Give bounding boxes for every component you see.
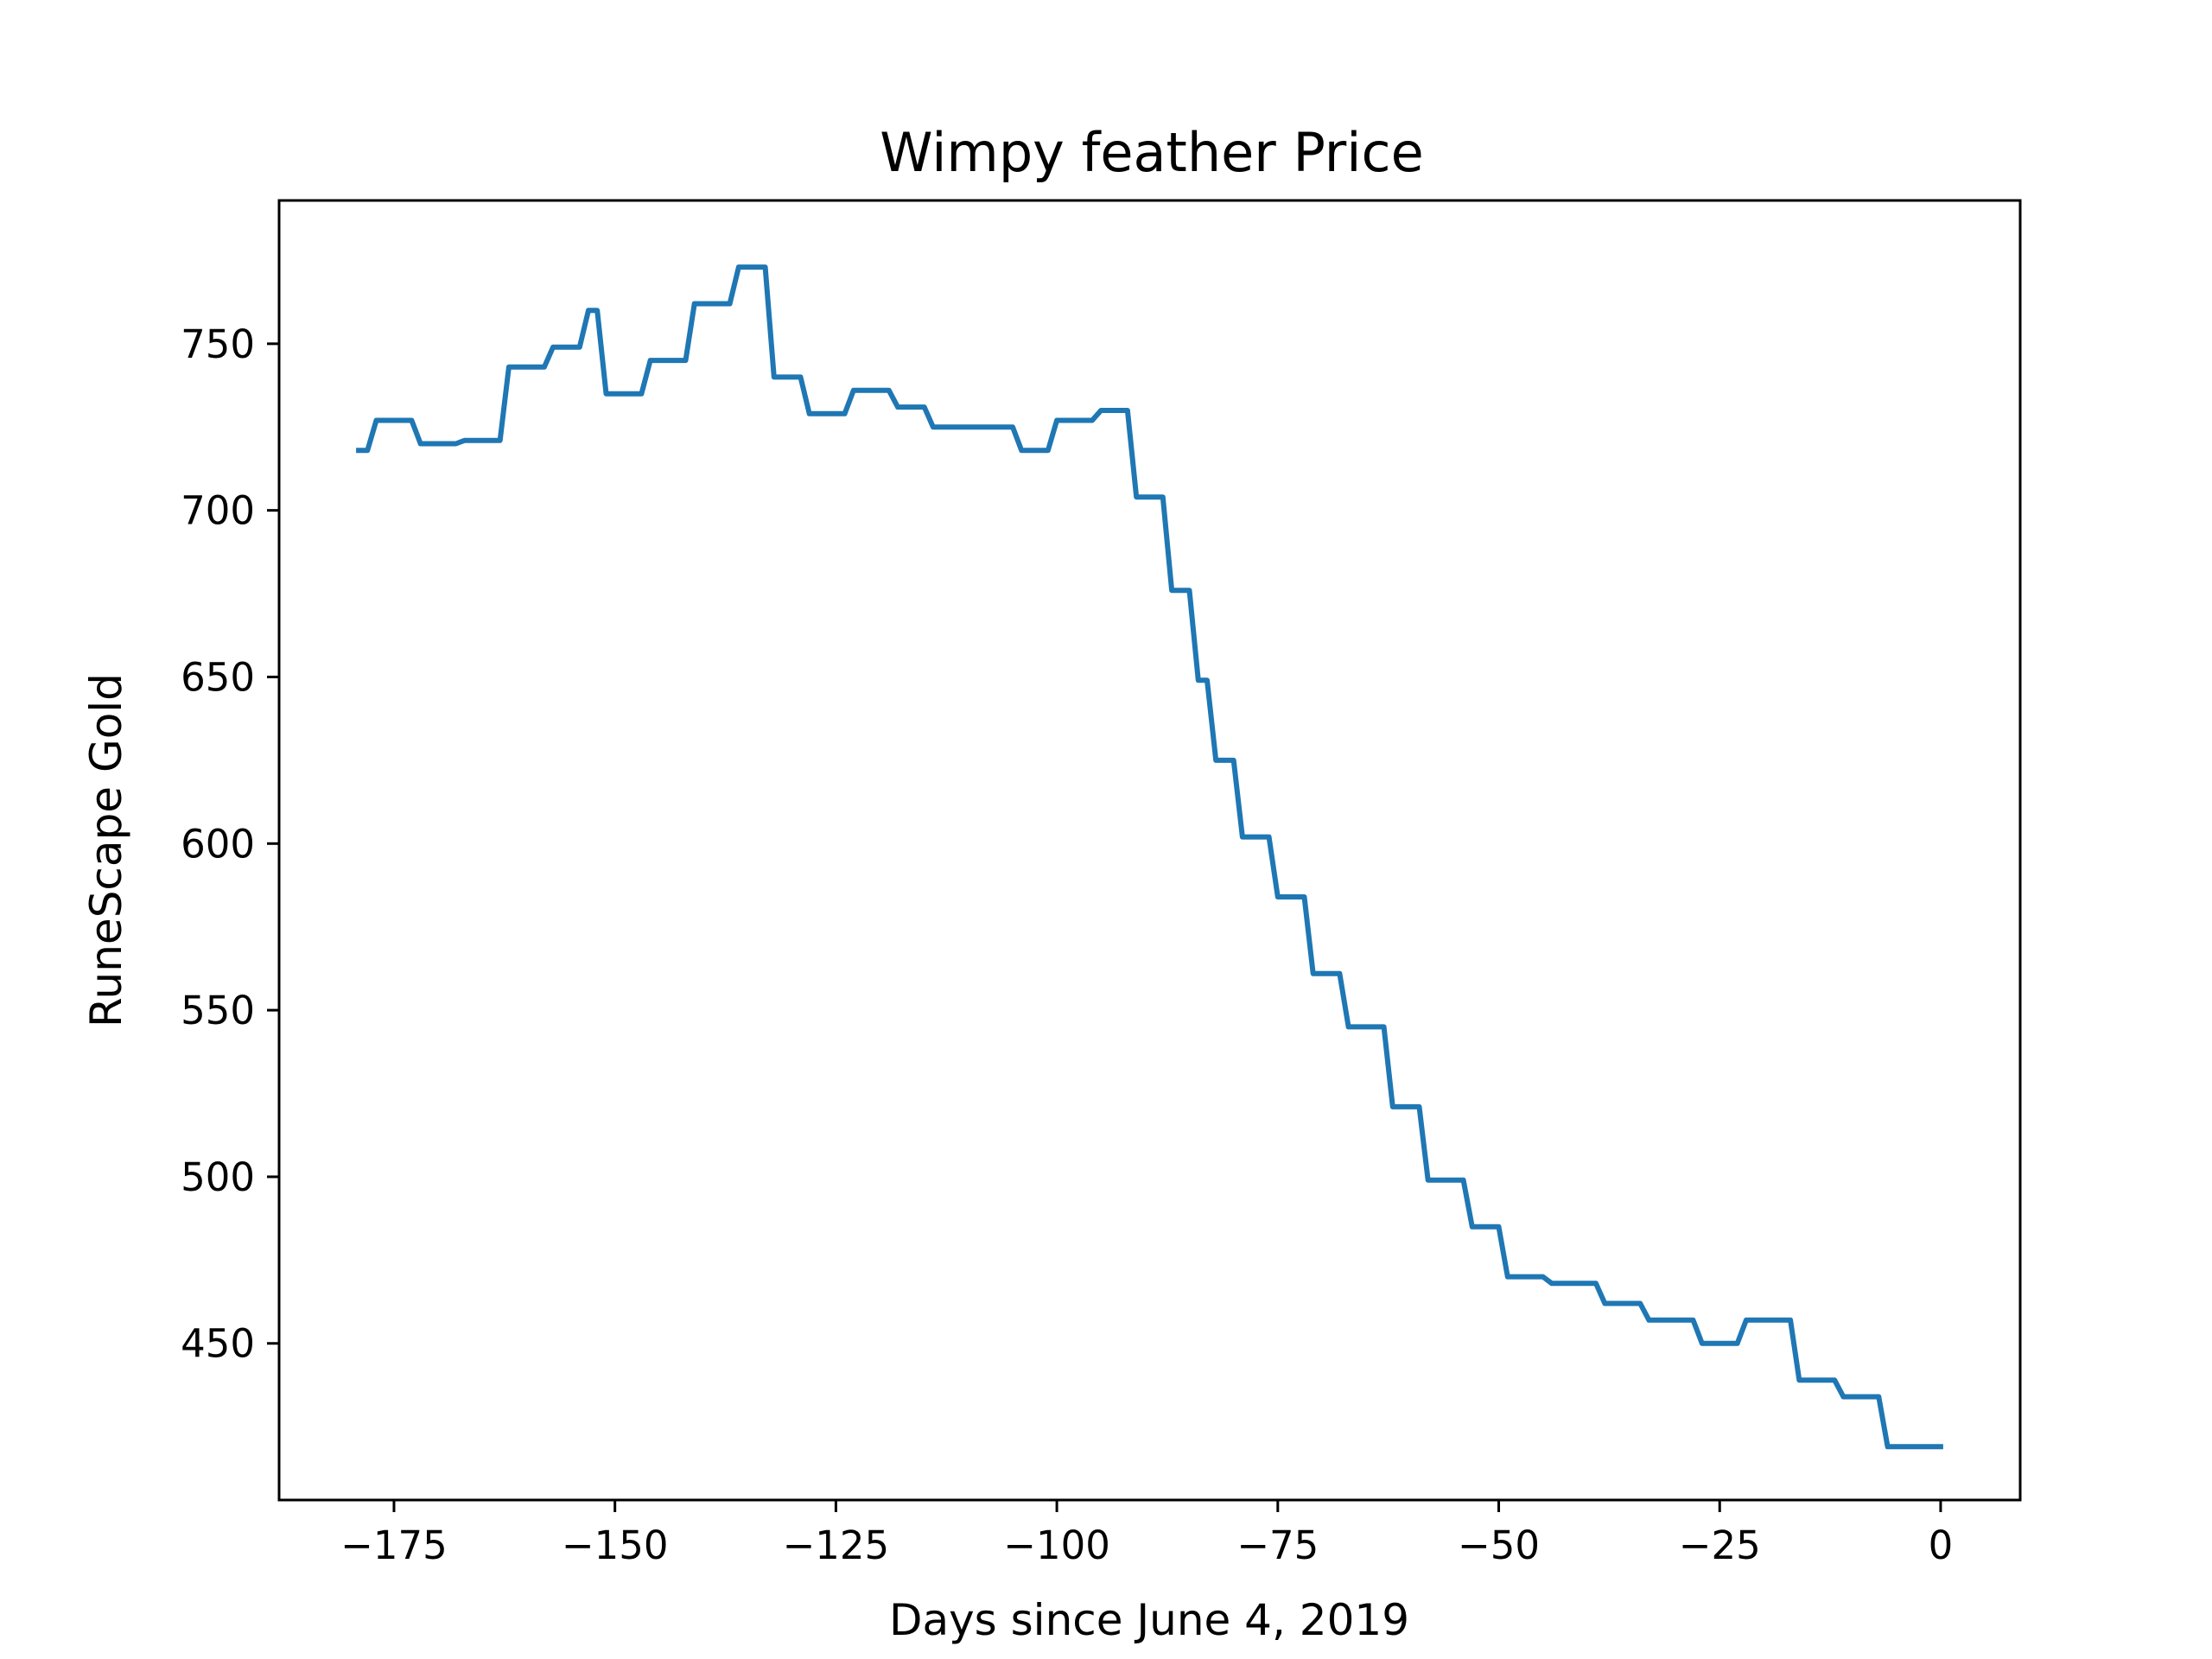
x-tick-label: −150 xyxy=(562,1522,669,1568)
y-tick-label: 550 xyxy=(181,988,255,1033)
x-axis-ticks: −175 −150 −125 −100 −75 −50 −25 0 xyxy=(340,1500,1953,1568)
y-tick-label: 700 xyxy=(181,488,255,534)
plot-area xyxy=(277,199,2022,1502)
y-tick-label: 500 xyxy=(181,1154,255,1200)
x-tick-label: −50 xyxy=(1458,1522,1540,1568)
x-tick-label: −125 xyxy=(783,1522,890,1568)
y-tick-label: 750 xyxy=(181,321,255,367)
price-line xyxy=(356,264,1943,1450)
x-tick-label: −25 xyxy=(1679,1522,1761,1568)
y-axis-label: RuneScape Gold xyxy=(81,673,131,1027)
y-tick-label: 450 xyxy=(181,1321,255,1367)
plot-frame xyxy=(277,199,2022,1502)
x-tick-label: −175 xyxy=(340,1522,448,1568)
x-tick-label: −100 xyxy=(1003,1522,1110,1568)
y-tick-label: 650 xyxy=(181,654,255,700)
x-axis-label: Days since June 4, 2019 xyxy=(889,1595,1409,1645)
x-tick-label: 0 xyxy=(1929,1522,1954,1568)
y-tick-label: 600 xyxy=(181,821,255,867)
chart-title: Wimpy feather Price xyxy=(880,121,1423,184)
y-axis-ticks: 450 500 550 600 650 700 750 xyxy=(181,321,279,1367)
x-tick-label: −75 xyxy=(1236,1522,1319,1568)
